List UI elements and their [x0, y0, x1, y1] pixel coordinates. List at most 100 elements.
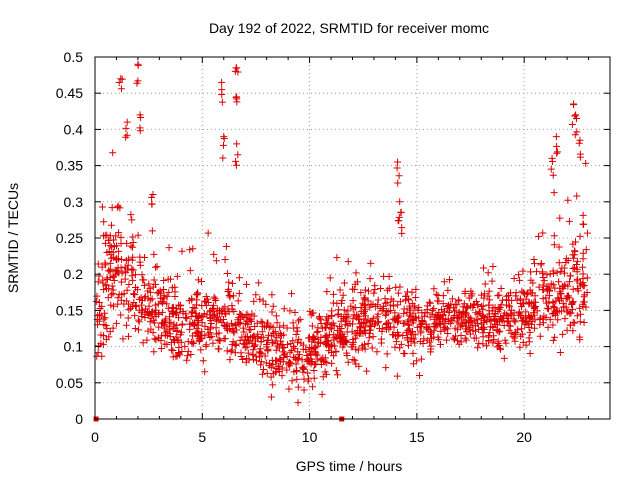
data-point — [539, 315, 547, 323]
data-point — [453, 301, 461, 309]
data-point — [101, 309, 109, 317]
data-point — [107, 291, 115, 299]
data-point — [340, 341, 348, 349]
data-point — [404, 341, 412, 349]
data-point — [272, 312, 280, 320]
data-point — [553, 148, 561, 156]
data-point — [286, 348, 294, 356]
data-point — [549, 171, 557, 179]
data-point — [294, 356, 302, 364]
data-point — [240, 314, 248, 322]
data-point — [239, 356, 247, 364]
data-point — [243, 354, 251, 362]
data-point — [98, 263, 106, 271]
data-point — [407, 337, 415, 345]
data-point — [210, 250, 218, 258]
data-point — [149, 329, 157, 337]
data-point — [572, 260, 580, 268]
data-point — [257, 358, 265, 366]
data-point — [441, 307, 449, 315]
data-point — [546, 316, 554, 324]
data-point — [477, 314, 485, 322]
data-point — [418, 309, 426, 317]
data-point — [285, 385, 293, 393]
data-point — [579, 270, 587, 278]
data-point — [139, 339, 147, 347]
data-point — [427, 334, 435, 342]
data-point — [234, 297, 242, 305]
data-point — [323, 332, 331, 340]
data-point — [94, 260, 102, 268]
data-point — [116, 204, 124, 212]
data-point — [128, 256, 136, 264]
data-point — [425, 323, 433, 331]
data-point — [428, 310, 436, 318]
data-point — [233, 95, 241, 103]
data-point — [267, 393, 275, 401]
data-point — [366, 329, 374, 337]
data-point — [322, 323, 330, 331]
data-point — [109, 248, 117, 256]
data-point — [184, 338, 192, 346]
data-point — [382, 312, 390, 320]
data-point — [420, 335, 428, 343]
data-point — [263, 336, 271, 344]
data-point — [393, 372, 401, 380]
data-point — [117, 85, 125, 93]
data-point — [334, 371, 342, 379]
data-point — [106, 232, 114, 240]
data-point — [518, 303, 526, 311]
data-point — [201, 368, 209, 376]
data-point — [472, 298, 480, 306]
data-point — [306, 307, 314, 315]
data-point — [121, 275, 129, 283]
data-point — [184, 347, 192, 355]
data-point — [271, 337, 279, 345]
data-point — [123, 239, 131, 247]
data-point — [248, 333, 256, 341]
data-point — [115, 247, 123, 255]
data-point — [351, 280, 359, 288]
data-point — [218, 90, 226, 98]
data-point — [539, 286, 547, 294]
data-point — [321, 358, 329, 366]
data-point — [519, 267, 527, 275]
data-point — [333, 299, 341, 307]
data-point — [118, 75, 126, 83]
data-point — [186, 246, 194, 254]
data-point — [547, 165, 555, 173]
data-point — [115, 229, 123, 237]
data-point — [368, 344, 376, 352]
data-point — [443, 303, 451, 311]
data-point — [229, 326, 237, 334]
data-point — [185, 297, 193, 305]
data-point — [508, 297, 516, 305]
data-point — [316, 315, 324, 323]
data-point — [535, 283, 543, 291]
data-point — [361, 345, 369, 353]
data-point — [575, 139, 583, 147]
data-point — [144, 327, 152, 335]
data-point — [277, 341, 285, 349]
data-point — [486, 329, 494, 337]
data-point — [218, 98, 226, 106]
data-point — [385, 284, 393, 292]
data-point — [439, 300, 447, 308]
data-point — [536, 332, 544, 340]
data-point — [357, 304, 365, 312]
data-point — [245, 326, 253, 334]
data-point — [364, 287, 372, 295]
data-point — [283, 353, 291, 361]
data-point — [455, 296, 463, 304]
data-point — [252, 291, 260, 299]
data-point — [555, 243, 563, 251]
data-point — [481, 280, 489, 288]
data-point — [437, 327, 445, 335]
data-point — [288, 346, 296, 354]
data-point — [395, 312, 403, 320]
data-point — [103, 325, 111, 333]
data-point — [469, 304, 477, 312]
data-point — [132, 302, 140, 310]
data-point — [557, 290, 565, 298]
data-point — [300, 386, 308, 394]
